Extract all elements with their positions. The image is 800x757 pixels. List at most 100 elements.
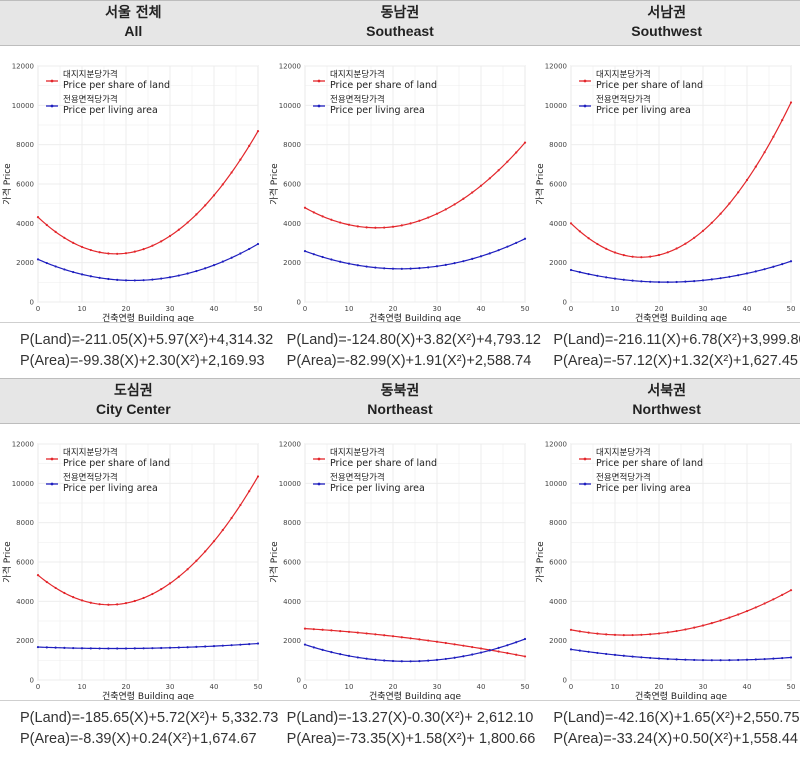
data-point-area [623,278,626,281]
y-tick-label: 4000 [16,220,34,228]
data-point-area [763,268,767,271]
data-point-land [523,141,526,144]
chart-panel: 서남권 Southwest 0 2000 4000 6000 8000 10000 12000 0… [533,0,800,378]
data-point-land [98,603,101,606]
x-tick-label: 0 [569,305,573,313]
data-point-area [256,642,260,645]
series-line-area [571,260,792,283]
data-point-land [479,184,482,187]
data-point-land [453,643,456,646]
series-line-land [304,628,525,658]
x-tick-label: 40 [743,683,752,691]
data-point-area [80,647,84,650]
data-point-land [373,633,377,636]
data-point-area [107,277,110,281]
data-point-area [186,646,189,649]
equation-separator [266,322,534,323]
data-point-area [790,260,793,263]
data-point-area [80,273,84,276]
data-point-land [186,568,189,571]
data-point-area [195,645,198,648]
legend-marker-land [317,457,321,461]
data-point-land [382,226,385,229]
data-point-land [631,633,635,637]
data-point-land [63,591,66,595]
chart-panel: 서북권 Northwest 0 2000 4000 6000 8000 10000 12000 0… [533,378,800,756]
data-point-area [728,275,731,278]
legend-marker-land [50,79,54,83]
data-point-area [89,647,92,650]
x-tick-label: 40 [476,305,485,313]
data-point-land [98,251,101,254]
x-tick-label: 0 [569,683,573,691]
legend-label-land-english: Price per share of land [330,80,437,91]
data-point-land [746,178,749,182]
x-tick-label: 0 [302,683,306,691]
y-tick-label: 10000 [278,480,300,488]
data-point-land [365,632,368,635]
data-point-area [365,657,368,660]
data-point-area [453,656,456,659]
data-point-land [523,655,526,658]
data-point-land [160,240,163,243]
data-point-land [329,218,333,221]
data-point-area [444,263,447,266]
x-axis-label: 건축연령 Building age [635,690,728,700]
data-point-land [623,254,626,257]
series-line-land [37,130,259,255]
data-point-land [497,169,500,172]
data-point-land [256,475,260,478]
y-tick-label: 0 [563,677,567,685]
data-point-land [89,601,92,604]
x-tick-label: 0 [302,305,306,313]
data-point-land [142,596,145,600]
data-point-area [303,249,306,253]
x-tick-label: 10 [344,305,353,313]
legend-label-land-korean: 대지지분당가격 [63,447,118,458]
data-point-area [505,644,509,647]
x-axis-label: 건축연령 Building age [102,690,195,700]
data-point-area [605,652,608,656]
data-point-area [781,656,784,660]
panel-title-korean: 동남권 [380,5,420,21]
data-point-land [72,596,75,599]
data-point-land [719,212,723,215]
x-tick-label: 0 [36,305,40,313]
legend-label-land-korean: 대지지분당가격 [330,447,385,458]
data-point-area [54,646,57,649]
x-tick-label: 30 [432,305,441,313]
legend-label-area-english: Price per living area [596,105,691,116]
x-tick-label: 20 [388,683,397,691]
data-point-area [382,267,385,270]
data-point-area [204,645,207,648]
data-point-land [151,244,154,247]
data-point-land [426,216,429,219]
data-point-land [587,631,591,634]
data-point-area [640,656,643,659]
data-point-land [89,248,92,252]
data-point-land [45,580,48,584]
data-point-area [417,267,421,270]
data-point-land [781,119,784,122]
y-tick-label: 6000 [283,181,301,189]
data-point-land [133,599,136,603]
data-point-area [737,274,740,277]
data-point-area [587,272,591,276]
equation-land: P(Land)=-211.05(X)+5.97(X²)+4,314.32 [20,332,274,348]
data-point-land [453,203,456,206]
data-point-area [373,658,377,661]
y-tick-label: 10000 [12,102,34,110]
data-point-land [72,241,75,244]
data-point-land [763,151,767,154]
equation-area: P(Area)=-73.35(X)+1.58(X²)+ 1,800.66 [286,731,536,747]
data-point-area [426,659,429,662]
data-point-land [667,251,670,254]
y-tick-label: 8000 [283,519,301,527]
y-tick-label: 10000 [12,480,34,488]
plot-area: 0 2000 4000 6000 8000 10000 12000 0 10 20 30 40 50 건축… [534,63,795,323]
data-point-area [45,646,48,649]
data-point-land [479,647,482,650]
data-point-area [329,651,333,654]
data-point-area [605,276,608,279]
